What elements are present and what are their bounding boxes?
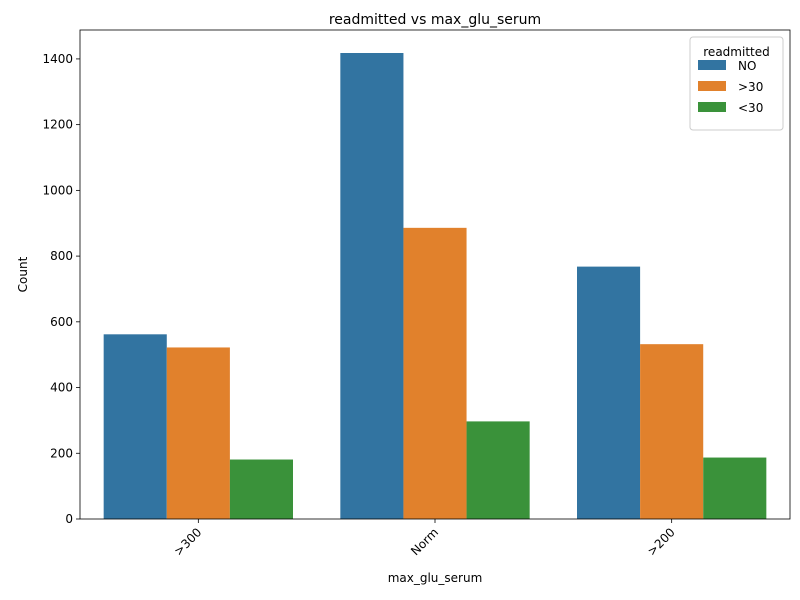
y-tick-label: 1200	[42, 118, 73, 132]
bar-lt30-2	[703, 457, 767, 519]
y-tick-label: 400	[50, 381, 73, 395]
legend-label: NO	[738, 59, 756, 73]
bar-gt30-0	[166, 347, 230, 519]
bar-gt30-1	[403, 227, 467, 520]
y-tick-label: 200	[50, 446, 73, 460]
plot-area	[103, 53, 767, 520]
y-tick-label: 600	[50, 315, 73, 329]
bar-lt30-0	[229, 459, 293, 519]
bar-no-2	[577, 266, 641, 519]
legend-label: <30	[738, 101, 763, 115]
bar-no-0	[103, 334, 167, 519]
legend-title: readmitted	[703, 45, 769, 59]
y-tick-label: 0	[65, 512, 73, 526]
legend-label: >30	[738, 80, 763, 94]
y-tick-label: 800	[50, 249, 73, 263]
chart-title: readmitted vs max_glu_serum	[329, 12, 541, 28]
legend-swatch	[698, 60, 726, 70]
y-tick-label: 1000	[42, 183, 73, 197]
bar-gt30-2	[640, 344, 704, 519]
y-axis: 0 200 400 600 800 1000 1200 1400	[42, 52, 80, 526]
bar-lt30-1	[466, 421, 530, 519]
legend-swatch	[698, 102, 726, 112]
bar-no-1	[340, 53, 404, 520]
x-tick-label: >300	[171, 525, 204, 558]
x-tick-label: >200	[645, 525, 678, 558]
y-tick-label: 1400	[42, 52, 73, 66]
legend: readmitted NO >30 <30	[689, 36, 784, 131]
plot-frame	[79, 29, 791, 520]
y-axis-title: Count	[16, 256, 30, 292]
x-axis-title: max_glu_serum	[388, 571, 483, 585]
x-tick-label: Norm	[408, 525, 441, 558]
x-axis: >300 Norm >200	[171, 519, 678, 558]
legend-swatch	[698, 81, 726, 91]
